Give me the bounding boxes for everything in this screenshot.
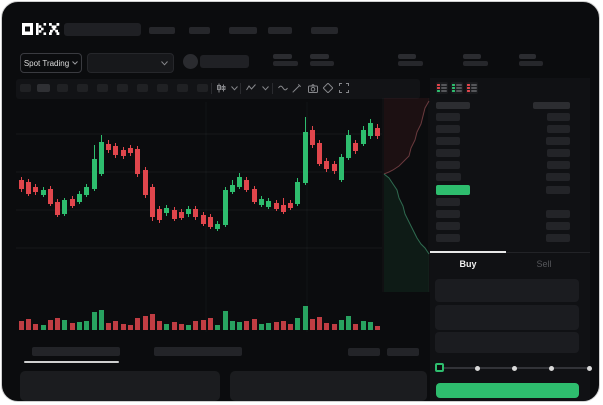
active-tab-indicator	[430, 251, 506, 253]
camera-icon[interactable]	[307, 82, 319, 94]
orderbook-header-left	[436, 102, 470, 109]
total-field[interactable]	[435, 332, 579, 353]
amount-slider-handle[interactable]	[435, 363, 444, 372]
orderbook-header-right	[533, 102, 570, 109]
ask-row-price[interactable]	[436, 149, 460, 157]
okx-logo[interactable]	[22, 23, 60, 35]
ask-row-price[interactable]	[436, 173, 461, 181]
buy-submit-button[interactable]	[436, 383, 579, 398]
line-tool-icon[interactable]	[277, 82, 289, 94]
draw-icon[interactable]	[291, 82, 303, 94]
indicators-icon[interactable]	[245, 82, 257, 94]
bid-row-amount[interactable]	[546, 222, 570, 230]
amount-field[interactable]	[435, 305, 579, 330]
book-buy-icon[interactable]	[451, 82, 463, 94]
pair-dropdown[interactable]	[87, 53, 174, 73]
last-price-placeholder	[200, 55, 249, 68]
last-price-amount	[546, 186, 570, 194]
market-stat-value	[273, 61, 298, 66]
ask-row-amount[interactable]	[547, 149, 570, 157]
fullscreen-icon[interactable]	[338, 82, 350, 94]
bid-row-price[interactable]	[436, 222, 460, 230]
market-stat-value	[310, 61, 334, 66]
bid-row-amount[interactable]	[546, 234, 570, 242]
timeframe-button[interactable]	[157, 84, 168, 92]
topbar-nav-item[interactable]	[189, 27, 210, 34]
market-stat-label	[519, 54, 536, 59]
depth-overlay	[382, 98, 430, 292]
timeframe-button[interactable]	[37, 84, 50, 92]
bid-row-price[interactable]	[436, 210, 460, 218]
candles-layer	[19, 117, 380, 231]
volume-bars-layer	[19, 306, 380, 330]
timeframe-button[interactable]	[117, 84, 128, 92]
bid-row-amount[interactable]	[546, 210, 570, 218]
tab-sell[interactable]: Sell	[536, 259, 552, 269]
slider-stop-dot[interactable]	[548, 366, 554, 371]
chart-style-icon[interactable]	[215, 82, 227, 94]
toolbar-divider	[211, 83, 212, 94]
tab-buy[interactable]: Buy	[459, 259, 477, 269]
market-type-label: Spot Trading	[23, 58, 70, 68]
timeframe-button[interactable]	[77, 84, 88, 92]
topbar-nav-item[interactable]	[311, 27, 338, 34]
bid-row-price[interactable]	[436, 198, 460, 206]
slider-stop-dot[interactable]	[474, 366, 480, 371]
market-stat-value	[398, 61, 423, 66]
market-type-selector[interactable]: Spot Trading	[20, 53, 82, 73]
market-stat-label	[463, 54, 481, 59]
topbar-nav-item[interactable]	[268, 27, 292, 34]
history-panel-placeholder	[230, 371, 427, 401]
market-stat-label	[398, 54, 416, 59]
last-price-pill[interactable]	[436, 185, 470, 195]
slider-stop-dot[interactable]	[586, 366, 592, 371]
slider-stop-dot[interactable]	[511, 366, 517, 371]
market-stat-value	[463, 61, 488, 66]
shapes-icon[interactable]	[322, 82, 334, 94]
orders-panel-placeholder	[20, 371, 220, 401]
market-stat-value	[519, 61, 543, 66]
bottom-toggle[interactable]	[387, 348, 419, 356]
ask-row-amount[interactable]	[546, 173, 570, 181]
tab-divider	[430, 252, 590, 253]
ask-row-amount[interactable]	[547, 125, 570, 133]
coin-avatar	[183, 54, 198, 69]
timeframe-button[interactable]	[97, 84, 108, 92]
timeframe-button[interactable]	[20, 84, 31, 92]
toolbar-divider	[240, 83, 241, 94]
timeframe-button[interactable]	[137, 84, 148, 92]
bid-row-price[interactable]	[436, 234, 460, 242]
ask-row-amount[interactable]	[547, 113, 570, 121]
book-combined-icon[interactable]	[436, 82, 448, 94]
chevron-down-icon[interactable]	[259, 82, 271, 94]
bottom-tab[interactable]	[154, 347, 242, 356]
toolbar-divider	[272, 83, 273, 94]
timeframe-button[interactable]	[177, 84, 188, 92]
chart-grid	[16, 133, 382, 249]
search-input[interactable]	[64, 23, 141, 36]
ask-row-amount[interactable]	[547, 161, 570, 169]
bottom-tab[interactable]	[32, 347, 120, 356]
ask-row-amount[interactable]	[546, 137, 570, 145]
chevron-down-icon	[161, 60, 168, 66]
market-stat-label	[273, 54, 292, 59]
ask-row-price[interactable]	[436, 125, 460, 133]
price-field[interactable]	[435, 279, 579, 302]
chevron-down-icon[interactable]	[228, 82, 240, 94]
active-bottom-tab-underline	[24, 361, 119, 363]
topbar-nav-item[interactable]	[149, 27, 175, 34]
market-stat-label	[310, 54, 329, 59]
bottom-toggle[interactable]	[348, 348, 380, 356]
ask-row-price[interactable]	[436, 137, 460, 145]
book-sell-icon[interactable]	[466, 82, 478, 94]
timeframe-button[interactable]	[57, 84, 68, 92]
timeframe-button[interactable]	[197, 84, 208, 92]
ask-row-price[interactable]	[436, 161, 460, 169]
ask-row-price[interactable]	[436, 113, 460, 121]
chevron-down-icon	[72, 61, 79, 65]
topbar-nav-item[interactable]	[229, 27, 257, 34]
